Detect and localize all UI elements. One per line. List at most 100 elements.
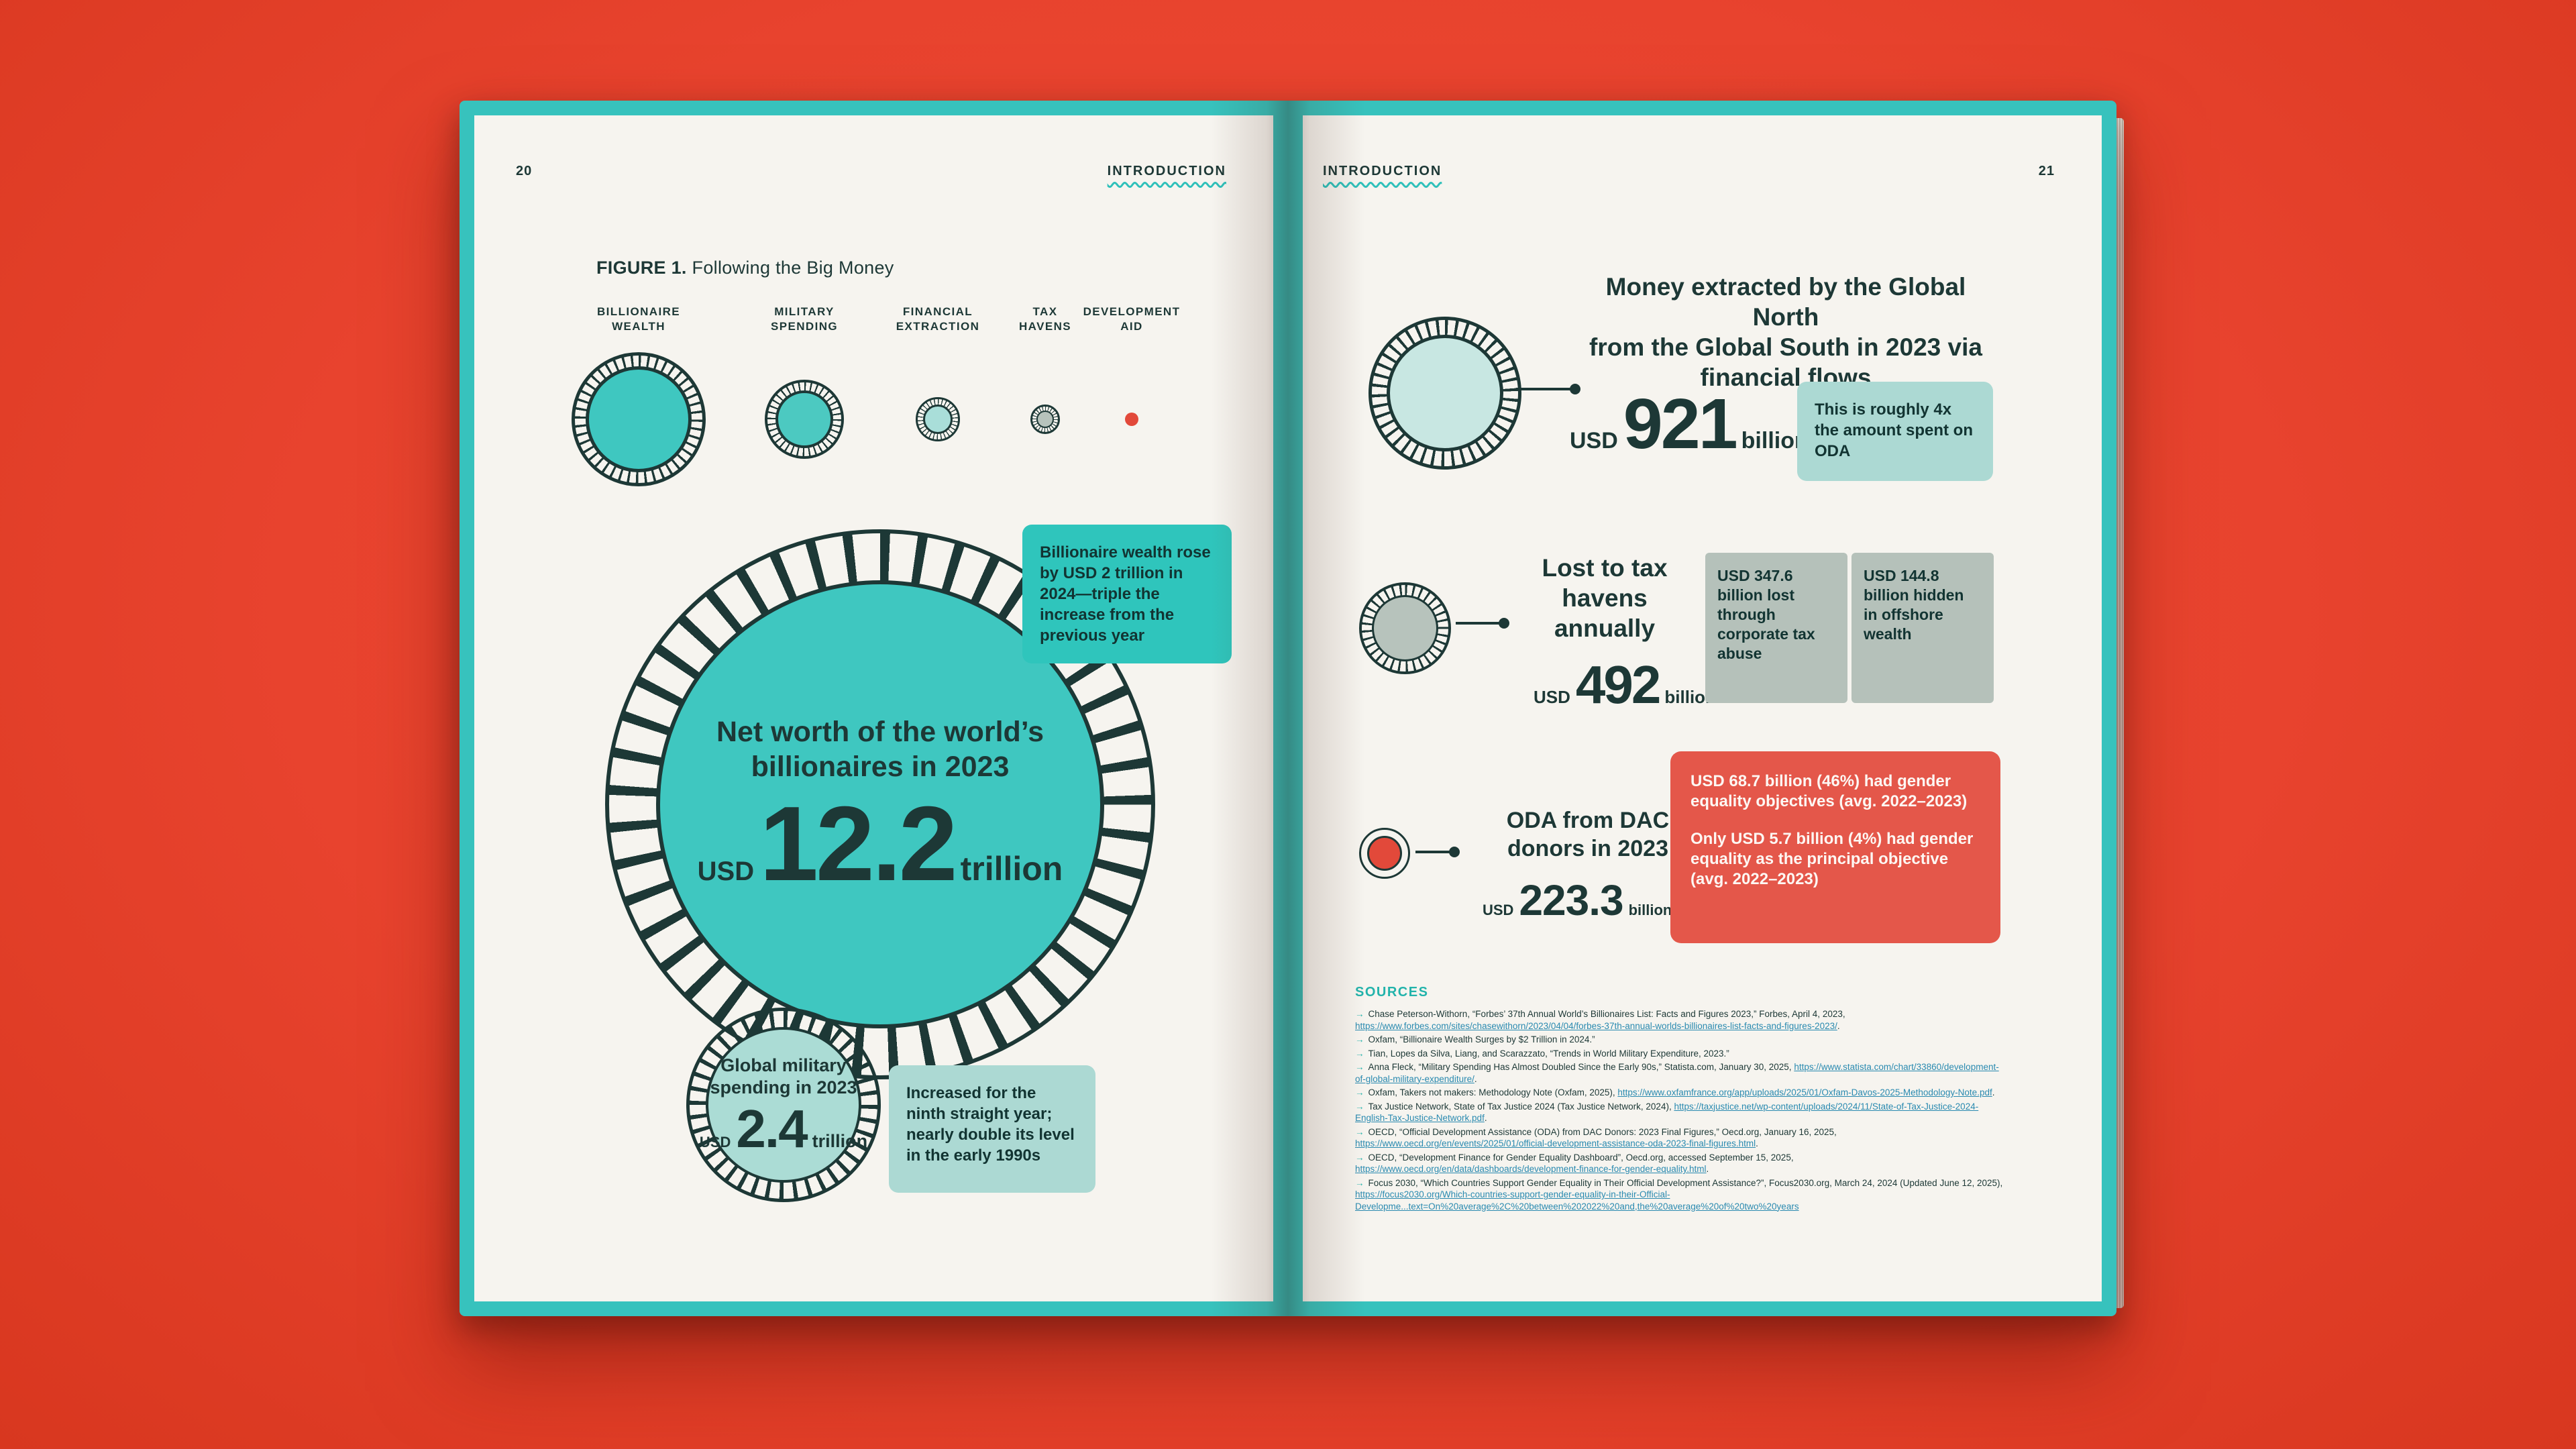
source-text: OECD, “Development Finance for Gender Eq… [1368,1152,1794,1163]
source-link[interactable]: https://www.statista.com/chart/33860/dev… [1355,1062,1999,1084]
left-page: 20 INTRODUCTION FIGURE 1. Following the … [460,101,1288,1316]
oda-gender-principal: Only USD 5.7 billion (4%) had gender equ… [1690,830,1974,888]
source-item: → Tian, Lopes da Silva, Liang, and Scaraz… [1355,1048,2004,1060]
legend-item-military-spending: MILITARY SPENDING [730,305,879,503]
arrow-icon: → [1355,1009,1364,1019]
source-item: → Focus 2030, “Which Countries Support Ge… [1355,1177,2004,1213]
source-text: OECD, “Official Development Assistance (… [1368,1126,1837,1137]
source-item: → Anna Fleck, “Military Spending Has Almo… [1355,1061,2004,1085]
legend-item-development-aid: DEVELOPMENT AID [1057,305,1206,503]
extraction-callout: This is roughly 4x the amount spent on O… [1797,382,1993,481]
military-callout: Increased for the ninth straight year; n… [889,1065,1095,1193]
military-spending-legend-circle [765,380,844,459]
oda-heading: ODA from DAC donors in 2023 [1506,808,1670,861]
arrow-icon: → [1355,1101,1364,1112]
source-text: Oxfam, Takers not makers: Methodology No… [1368,1087,1618,1097]
extraction-heading: Money extracted by the Global North from… [1589,273,1982,391]
source-link[interactable]: https://focus2030.org/Which-countries-su… [1355,1189,1799,1212]
source-item: → Oxfam, Takers not makers: Methodology N… [1355,1087,2004,1099]
connector-line-oda [1415,847,1460,857]
source-link[interactable]: https://www.oecd.org/en/data/dashboards/… [1355,1164,1707,1174]
source-text: Tian, Lopes da Silva, Liang, and Scarazz… [1368,1048,1729,1059]
source-link[interactable]: https://taxjustice.net/wp-content/upload… [1355,1101,1979,1124]
arrow-icon: → [1355,1034,1364,1044]
military-spending-circle: Global military spending in 2023 USD 2.4… [686,1008,881,1202]
source-item: → Tax Justice Network, State of Tax Justi… [1355,1101,2004,1124]
billionaire-amount: USD 12.2 trillion [697,785,1063,903]
sources-list: → Chase Peterson-Withorn, “Forbes’ 37th A… [1355,1008,2004,1212]
tax-box-corporate-abuse: USD 347.6 billion lost through corporate… [1705,553,1847,703]
oda-amount: USD 223.3 billion [1483,876,1672,924]
open-book: 20 INTRODUCTION FIGURE 1. Following the … [460,101,2124,1316]
page-number-left: 20 [516,164,533,178]
billionaire-wealth-legend-circle [572,352,706,486]
legend-label: FINANCIAL EXTRACTION [896,305,980,333]
tax-box-offshore-wealth: USD 144.8 billion hidden in offshore wea… [1851,553,1994,703]
connector-dot [1449,847,1460,857]
source-text: . [1706,1164,1709,1174]
source-item: → OECD, “Development Finance for Gender E… [1355,1152,2004,1175]
source-link[interactable]: https://www.oxfamfrance.org/app/uploads/… [1617,1087,1992,1097]
legend-label: TAX HAVENS [1019,305,1071,333]
left-page-inner: 20 INTRODUCTION FIGURE 1. Following the … [474,115,1273,1301]
oda-gender-objectives: USD 68.7 billion (46%) had gender equali… [1690,772,1968,810]
source-text: Focus 2030, “Which Countries Support Gen… [1368,1177,2003,1188]
billionaire-wealth-circle: Net worth of the world’s billionaires in… [605,529,1155,1079]
right-page: INTRODUCTION 21 Money extracted by the G… [1288,101,2116,1316]
section-label-right: INTRODUCTION [1323,164,1442,178]
tax-heading: Lost to tax havens annually [1542,554,1668,642]
source-item: → Oxfam, “Billionaire Wealth Surges by $2… [1355,1034,2004,1046]
military-amount: USD 2.4 trillion [699,1099,868,1159]
arrow-icon: → [1355,1177,1364,1188]
extraction-amount: USD 921 billion [1570,384,1809,464]
arrow-icon: → [1355,1126,1364,1137]
legend-label: BILLIONAIRE WEALTH [596,305,680,333]
sources-title: SOURCES [1355,985,1429,1000]
legend-label: MILITARY SPENDING [771,305,838,333]
source-text: Chase Peterson-Withorn, “Forbes’ 37th An… [1368,1009,1845,1019]
financial-extraction-legend-circle [916,397,960,441]
development-aid-legend-dot [1125,413,1138,426]
source-text: Tax Justice Network, State of Tax Justic… [1368,1101,1674,1112]
source-text: . [1484,1113,1487,1123]
billionaire-callout: Billionaire wealth rose by USD 2 trillio… [1022,525,1232,663]
connector-line-tax [1456,618,1509,629]
tax-havens-legend-circle [1030,405,1060,434]
connector-dot [1570,384,1580,394]
legend-item-tax-havens: TAX HAVENS [971,305,1120,503]
source-link[interactable]: https://www.oecd.org/en/events/2025/01/o… [1355,1138,1756,1148]
legend-item-financial-extraction: FINANCIAL EXTRACTION [863,305,1012,503]
figure-name: Following the Big Money [686,258,894,278]
figure-title: FIGURE 1. Following the Big Money [596,258,894,278]
source-text: . [1992,1087,1995,1097]
source-item: → OECD, “Official Development Assistance … [1355,1126,2004,1150]
sources-section: SOURCES → Chase Peterson-Withorn, “Forbes… [1355,985,2004,1214]
source-text: Anna Fleck, “Military Spending Has Almos… [1368,1062,1794,1072]
source-link[interactable]: https://www.forbes.com/sites/chasewithor… [1355,1020,1837,1031]
legend-label: DEVELOPMENT AID [1083,305,1181,333]
arrow-icon: → [1355,1087,1364,1097]
legend-item-billionaire-wealth: BILLIONAIRE WEALTH [564,305,713,503]
arrow-icon: → [1355,1062,1364,1072]
arrow-icon: → [1355,1152,1364,1163]
financial-extraction-circle [1368,317,1521,470]
source-item: → Chase Peterson-Withorn, “Forbes’ 37th A… [1355,1008,2004,1032]
billionaire-circle-heading: Net worth of the world’s billionaires in… [716,716,1044,783]
page-number-right: 21 [2038,164,2055,178]
connector-line-extraction [1516,384,1580,394]
oda-circle [1359,828,1410,879]
oda-gender-callout: USD 68.7 billion (46%) had gender equali… [1670,751,2000,943]
connector-dot [1499,618,1509,629]
source-text: . [1837,1020,1840,1031]
right-page-inner: INTRODUCTION 21 Money extracted by the G… [1303,115,2102,1301]
source-text: . [1474,1073,1477,1084]
military-circle-heading: Global military spending in 2023 [710,1055,857,1097]
source-text: Oxfam, “Billionaire Wealth Surges by $2 … [1368,1034,1595,1044]
figure-number: FIGURE 1. [596,258,687,278]
tax-havens-circle [1359,582,1451,674]
source-text: . [1756,1138,1758,1148]
tax-amount: USD 492 billion [1534,655,1716,714]
arrow-icon: → [1355,1048,1364,1059]
section-label-left: INTRODUCTION [1107,164,1226,178]
